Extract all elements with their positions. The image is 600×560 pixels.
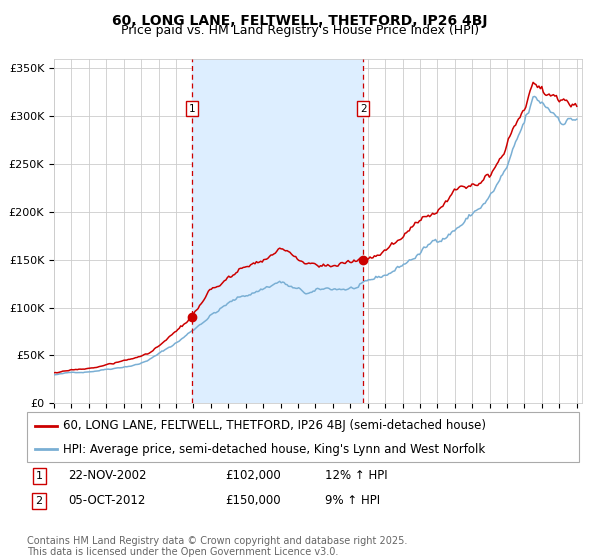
Text: 22-NOV-2002: 22-NOV-2002 bbox=[68, 469, 147, 482]
Text: Contains HM Land Registry data © Crown copyright and database right 2025.
This d: Contains HM Land Registry data © Crown c… bbox=[27, 535, 407, 557]
Text: HPI: Average price, semi-detached house, King's Lynn and West Norfolk: HPI: Average price, semi-detached house,… bbox=[63, 443, 485, 456]
Text: 2: 2 bbox=[360, 104, 367, 114]
Text: 1: 1 bbox=[188, 104, 195, 114]
Text: 60, LONG LANE, FELTWELL, THETFORD, IP26 4BJ: 60, LONG LANE, FELTWELL, THETFORD, IP26 … bbox=[112, 14, 488, 28]
FancyBboxPatch shape bbox=[27, 412, 579, 462]
Text: 05-OCT-2012: 05-OCT-2012 bbox=[68, 494, 146, 507]
Bar bbox=[191, 59, 364, 403]
Text: Price paid vs. HM Land Registry's House Price Index (HPI): Price paid vs. HM Land Registry's House … bbox=[121, 24, 479, 37]
Text: 9% ↑ HPI: 9% ↑ HPI bbox=[325, 494, 380, 507]
Text: 1: 1 bbox=[35, 471, 43, 481]
Text: £102,000: £102,000 bbox=[226, 469, 281, 482]
Text: 60, LONG LANE, FELTWELL, THETFORD, IP26 4BJ (semi-detached house): 60, LONG LANE, FELTWELL, THETFORD, IP26 … bbox=[63, 419, 486, 432]
Text: £150,000: £150,000 bbox=[226, 494, 281, 507]
Text: 12% ↑ HPI: 12% ↑ HPI bbox=[325, 469, 388, 482]
Text: 2: 2 bbox=[35, 496, 43, 506]
